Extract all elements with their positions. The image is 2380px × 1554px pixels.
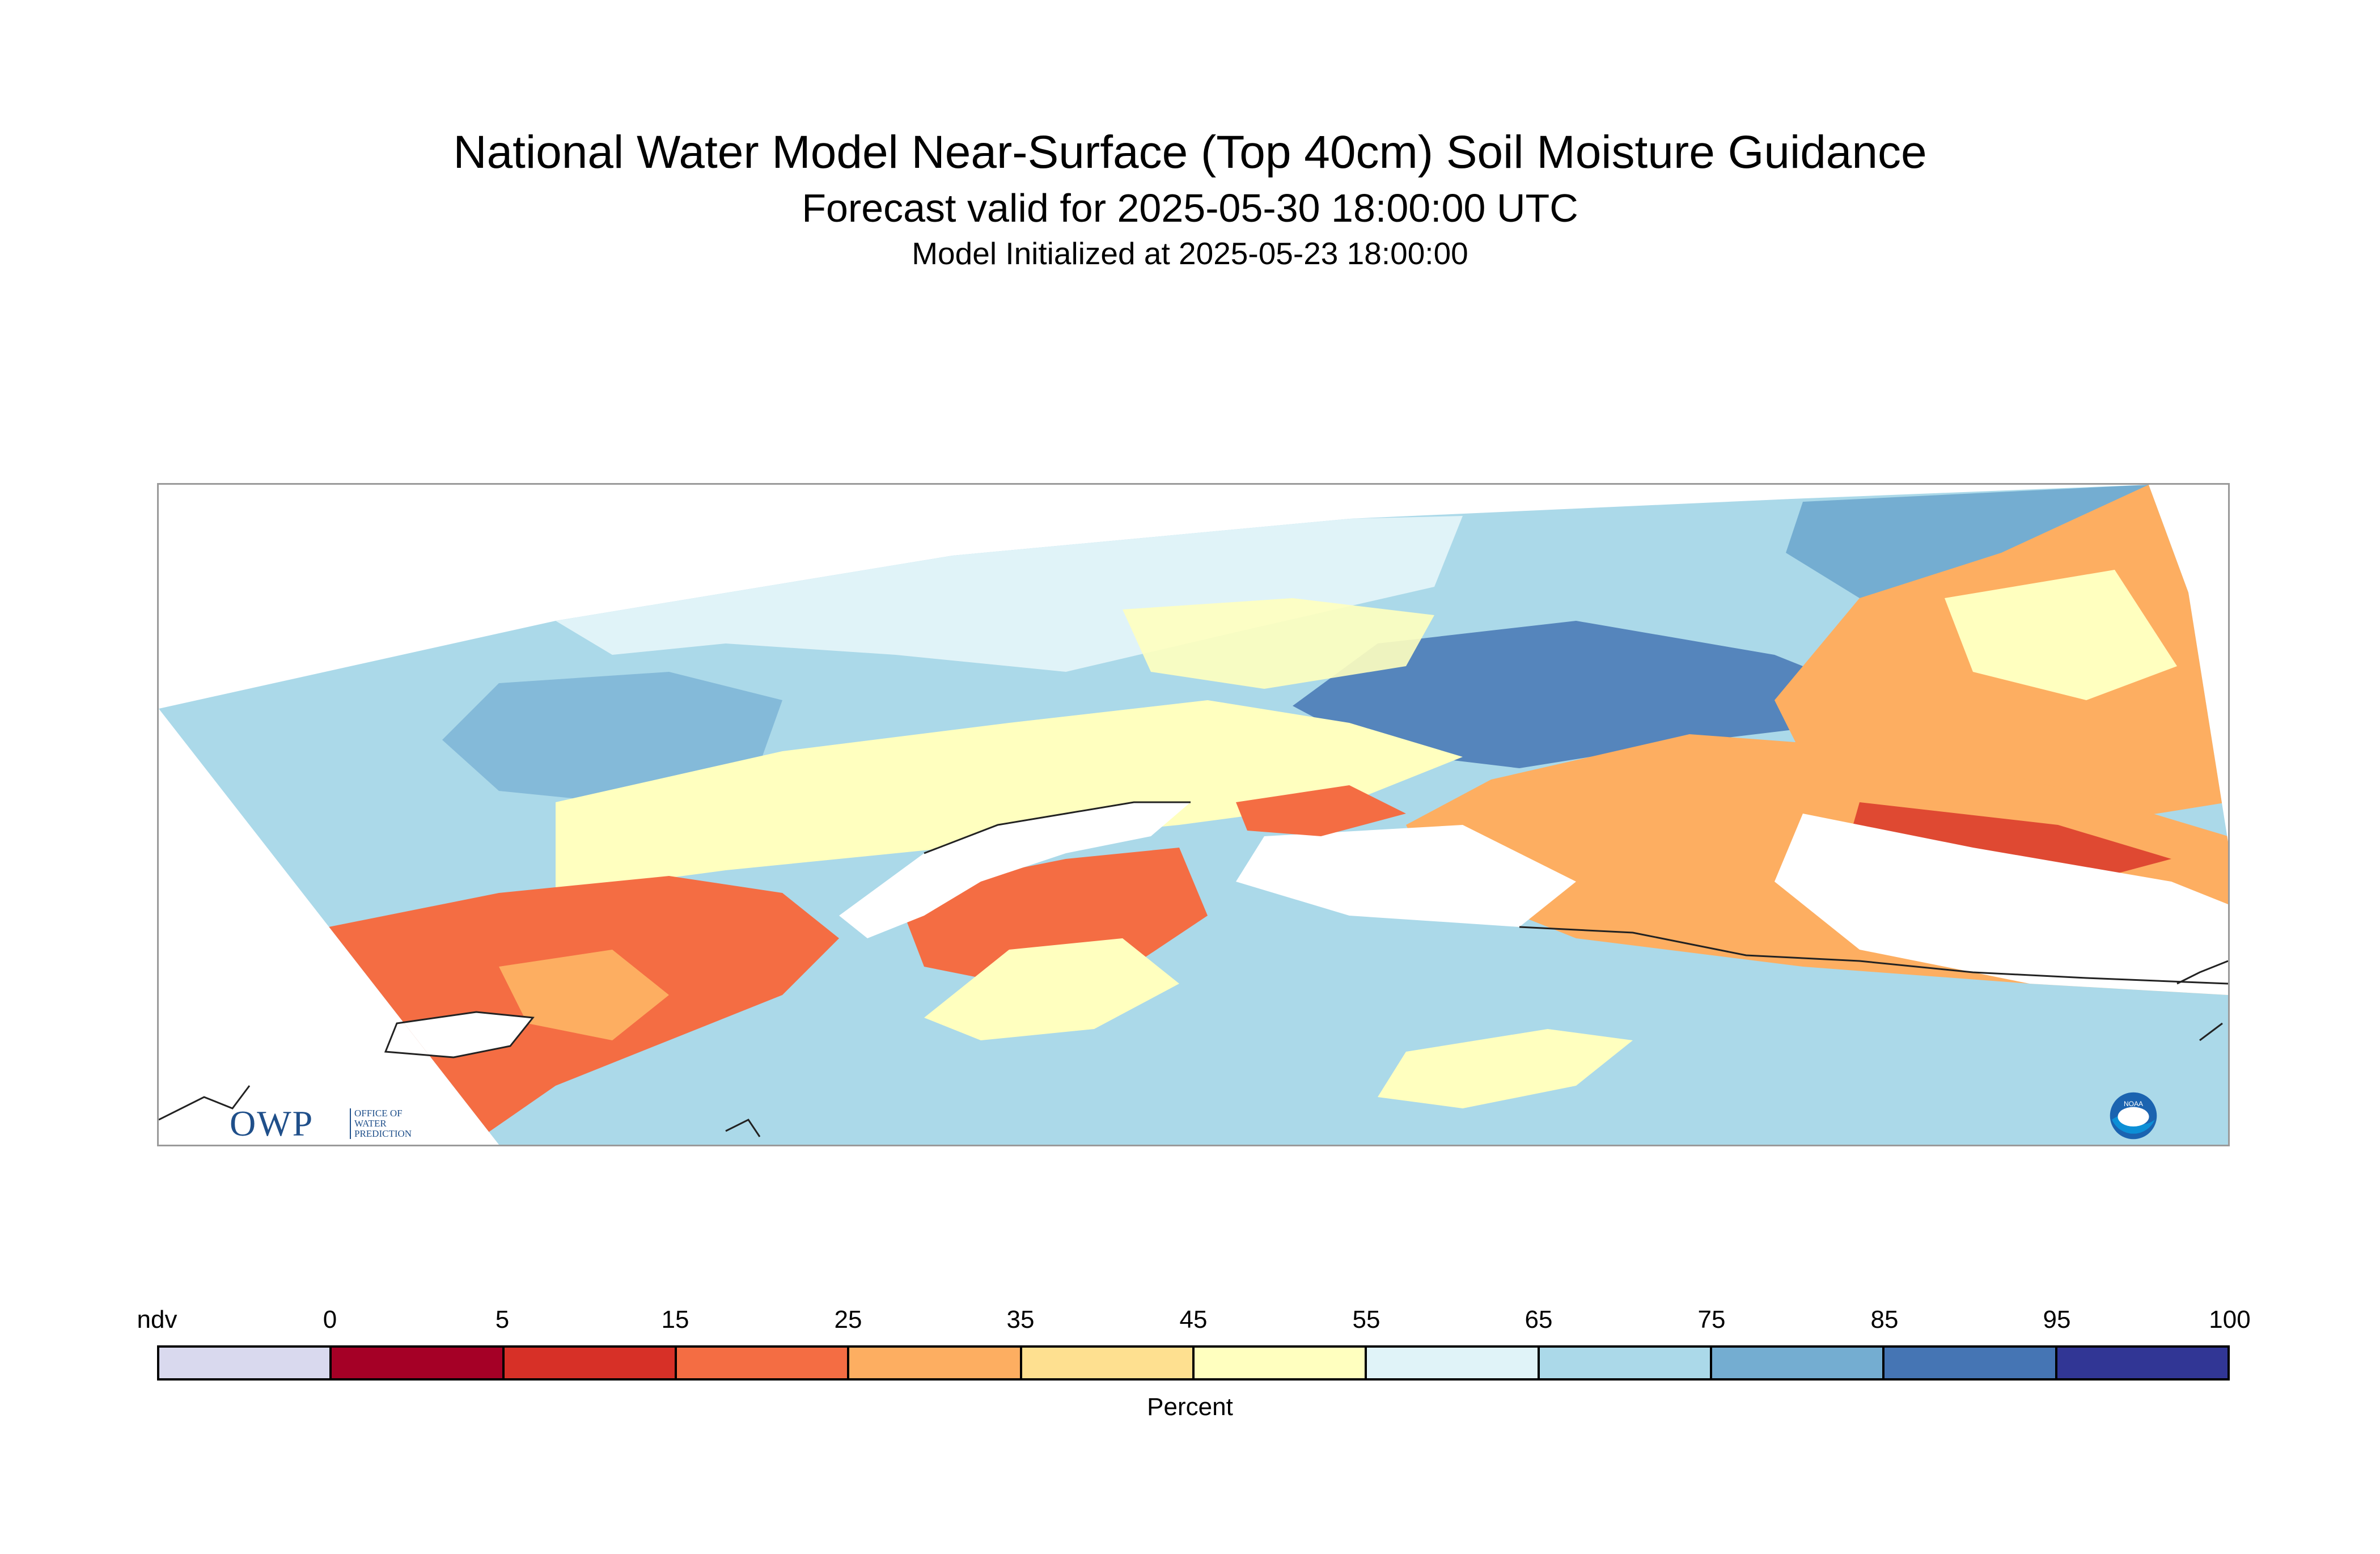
noaa-logo-text: NOAA [2124,1100,2143,1108]
region-deep-blue-interior [1293,621,1888,768]
owp-logo-mark: OWP [230,1103,314,1144]
legend-tick-35: 35 [1006,1306,1035,1333]
legend-tick-ndv: ndv [137,1306,177,1333]
alaska-soil-moisture-map-svg [159,485,2228,1145]
legend-unit-label: Percent [1147,1393,1233,1421]
legend-tick-75: 75 [1697,1306,1726,1333]
region-orange-southwest-inner [499,950,669,1040]
coastlines [159,801,2228,1137]
owp-line-2: WATER [354,1118,387,1129]
legend-tick-85: 85 [1870,1306,1899,1333]
legend-colorbar [157,1345,2230,1381]
legend-tick-65: 65 [1524,1306,1553,1333]
owp-logo: OWP OFFICE OF WATER PREDICTION [230,1103,434,1144]
noaa-logo: NOAA [2110,1092,2157,1140]
water-bristol-bay-inlet [386,1012,533,1057]
legend-tick-95: 95 [2043,1306,2071,1333]
forecast-valid-subtitle: Forecast valid for 2025-05-30 18:00:00 U… [802,186,1578,230]
region-yellow-north [1123,598,1434,689]
colorbar-segment-15-25 [676,1348,850,1378]
colorbar-segment-ndv [159,1348,332,1378]
colorbar-segment-65-75 [1539,1348,1712,1378]
colorbar-segment-5-15 [504,1348,677,1378]
region-masked-glaciers [1775,814,2228,995]
colorbar-segment-0-5 [332,1348,505,1378]
region-yellow-peninsula [924,938,1179,1040]
legend-tick-45: 45 [1179,1306,1208,1333]
legend-tick-0: 0 [323,1306,337,1333]
region-pale-north [556,516,1463,672]
water-cook-inlet [839,802,1191,938]
owp-line-1: OFFICE OF [354,1108,403,1119]
colorbar-segment-25-35 [849,1348,1022,1378]
colorbar-segment-75-85 [1712,1348,1885,1378]
soil-moisture-map: OWP OFFICE OF WATER PREDICTION NOAA [157,483,2230,1146]
region-yellow-band [556,700,1463,893]
legend-tick-15: 15 [661,1306,689,1333]
legend-tick-55: 55 [1352,1306,1380,1333]
colorbar-segment-55-65 [1367,1348,1540,1378]
owp-line-3: PREDICTION [354,1128,412,1139]
colorbar-segment-85-95 [1884,1348,2057,1378]
colorbar-segment-45-55 [1194,1348,1367,1378]
island-yellow-south [1378,1029,1633,1108]
region-red-orange-cook-inlet [1236,785,1406,836]
legend-tick-5: 5 [495,1306,510,1333]
legend-tick-100: 100 [2209,1306,2251,1333]
colorbar-segment-35-45 [1022,1348,1195,1378]
colorbar-segment-95-100 [2057,1348,2227,1378]
map-title: National Water Model Near-Surface (Top 4… [453,126,1927,178]
region-masked-coast [1236,825,1576,927]
legend-tick-25: 25 [834,1306,862,1333]
region-yellow-ne [1945,570,2177,700]
model-initialized-line: Model Initialized at 2025-05-23 18:00:00 [912,236,1468,271]
region-mid-blue-west [442,672,782,802]
owp-logo-text: OFFICE OF WATER PREDICTION [350,1108,412,1139]
